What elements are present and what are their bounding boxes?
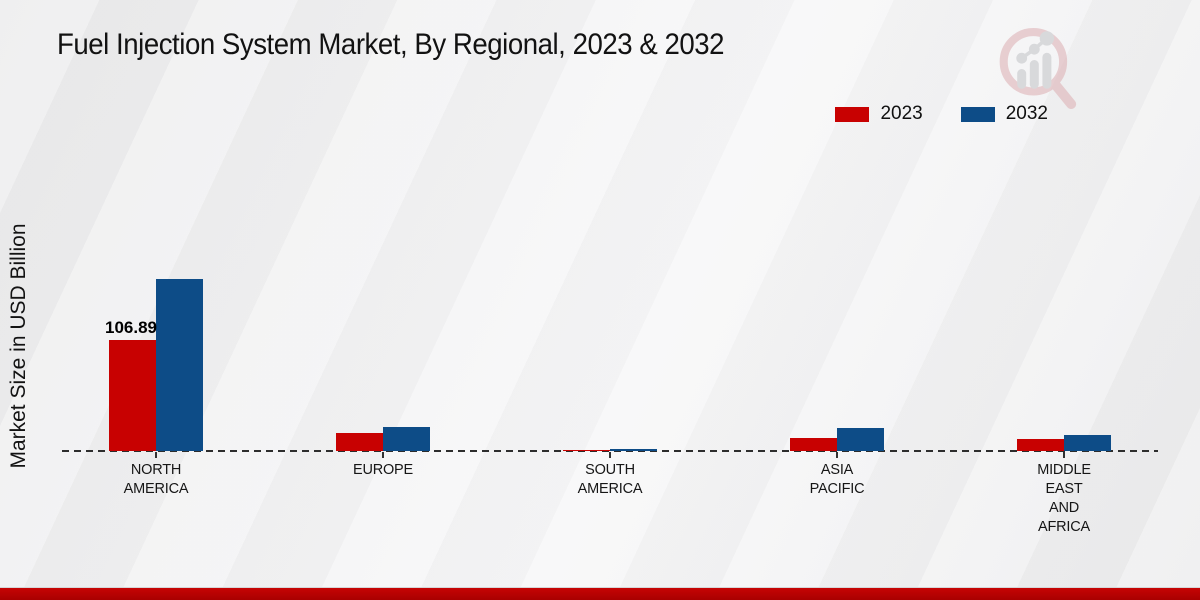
legend-swatch-2023: [835, 106, 870, 122]
legend-swatch-2032: [960, 106, 995, 122]
category-label: ASIA PACIFIC: [809, 462, 865, 497]
axis-tick: [609, 452, 611, 458]
bar-2032-europe: [383, 427, 430, 451]
bar-2023-north-america: [109, 340, 156, 451]
bar-2023-europe: [336, 433, 383, 451]
axis-tick: [155, 452, 157, 458]
chart-title: Fuel Injection System Market, By Regiona…: [57, 28, 725, 61]
legend: 2023 2032: [835, 103, 1048, 125]
footer-accent-bar: [0, 587, 1200, 600]
bar-2032-asia-pacific: [837, 428, 884, 451]
bar-2023-asia-pacific: [790, 437, 837, 451]
bar-value-label: 106.89: [105, 318, 157, 337]
category-label: NORTH AMERICA: [123, 462, 189, 497]
bar-2023-middle-east-and-africa: [1017, 439, 1064, 451]
magnifier-bar-chart-logo: [999, 28, 1077, 110]
bar-2032-south-america: [610, 449, 657, 451]
axis-tick: [382, 452, 384, 458]
x-axis-baseline: [62, 450, 1158, 452]
bar-2032-middle-east-and-africa: [1064, 434, 1111, 451]
category-label: MIDDLE EAST AND AFRICA: [1037, 462, 1091, 535]
category-label: SOUTH AMERICA: [577, 462, 643, 497]
axis-tick: [1063, 452, 1065, 458]
legend-item-2032: 2032: [960, 103, 1048, 125]
legend-item-2023: 2023: [835, 103, 923, 125]
axis-tick: [836, 452, 838, 458]
legend-label-2023: 2023: [880, 103, 923, 124]
bar-2032-north-america: [156, 279, 203, 451]
bar-2023-south-america: [563, 449, 610, 451]
category-label: EUROPE: [352, 462, 414, 478]
legend-label-2032: 2032: [1005, 103, 1048, 124]
